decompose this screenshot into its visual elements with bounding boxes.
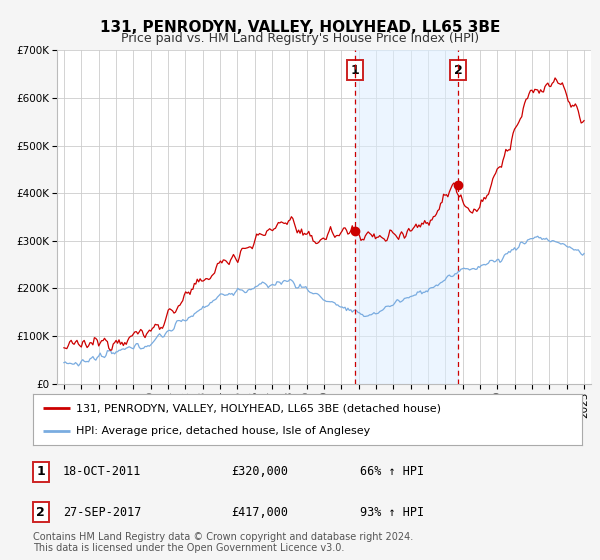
Text: 131, PENRODYN, VALLEY, HOLYHEAD, LL65 3BE (detached house): 131, PENRODYN, VALLEY, HOLYHEAD, LL65 3B…: [76, 403, 441, 413]
Text: 1: 1: [351, 64, 359, 77]
Text: £320,000: £320,000: [231, 465, 288, 478]
Text: Contains HM Land Registry data © Crown copyright and database right 2024.
This d: Contains HM Land Registry data © Crown c…: [33, 531, 413, 553]
Bar: [355, 50, 458, 384]
Text: 2: 2: [37, 506, 45, 519]
Text: 2: 2: [454, 64, 463, 77]
Text: 27-SEP-2017: 27-SEP-2017: [63, 506, 142, 519]
Text: 18-OCT-2011: 18-OCT-2011: [63, 465, 142, 478]
Text: 1: 1: [37, 465, 45, 478]
Text: 131, PENRODYN, VALLEY, HOLYHEAD, LL65 3BE: 131, PENRODYN, VALLEY, HOLYHEAD, LL65 3B…: [100, 20, 500, 35]
Text: 66% ↑ HPI: 66% ↑ HPI: [360, 465, 424, 478]
Text: Price paid vs. HM Land Registry's House Price Index (HPI): Price paid vs. HM Land Registry's House …: [121, 32, 479, 45]
Text: 93% ↑ HPI: 93% ↑ HPI: [360, 506, 424, 519]
Text: £417,000: £417,000: [231, 506, 288, 519]
Text: HPI: Average price, detached house, Isle of Anglesey: HPI: Average price, detached house, Isle…: [76, 426, 370, 436]
